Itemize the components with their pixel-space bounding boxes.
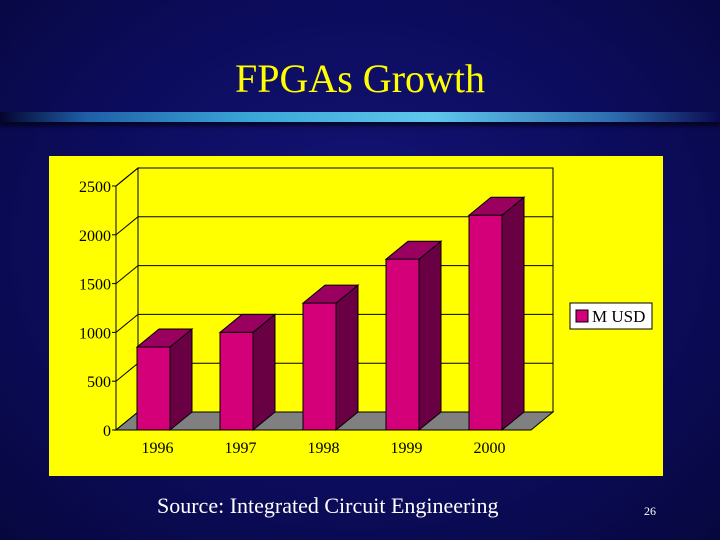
x-tick-label: 1998 [308, 440, 340, 457]
bar-side [335, 284, 359, 432]
x-tick-label: 2000 [474, 440, 506, 457]
chart-panel: 0 500 1000 1500 2000 2500 1996 1997 1998 1999 2000… [49, 156, 663, 476]
bar [468, 214, 503, 431]
y-gridline-side [115, 265, 139, 284]
y-tick-label: 0 [103, 423, 111, 440]
y-tick-label: 1000 [79, 325, 111, 342]
title-underline-bar [0, 112, 720, 122]
y-tick-label: 500 [87, 374, 111, 391]
source-caption: Source: Integrated Circuit Engineering [157, 493, 499, 518]
y-gridline-side [115, 362, 139, 382]
bar [302, 302, 337, 431]
bar [219, 331, 254, 431]
page-number: 26 [644, 504, 656, 518]
y-tick-label: 1500 [79, 277, 111, 294]
bar-side [252, 313, 276, 432]
bar [385, 258, 420, 431]
x-tick-label: 1999 [391, 440, 423, 457]
y-gridline-side [115, 167, 139, 187]
legend-swatch [575, 309, 589, 323]
y-gridline-side [115, 216, 139, 236]
y-tick-label: 2000 [79, 228, 111, 245]
bar [136, 346, 171, 431]
bar-side [501, 196, 525, 432]
slide-title: FPGAs Growth [234, 56, 486, 101]
x-tick-label: 1997 [225, 440, 257, 457]
bar-side [418, 240, 442, 432]
y-tick-label: 2500 [79, 179, 111, 196]
y-gridline-side [115, 314, 139, 333]
x-tick-label: 1996 [142, 440, 174, 457]
bar-chart: 0 500 1000 1500 2000 2500 1996 1997 1998 1999 2000… [79, 166, 653, 457]
chart-side-wall [115, 166, 139, 432]
legend-label: M USD [592, 307, 645, 326]
